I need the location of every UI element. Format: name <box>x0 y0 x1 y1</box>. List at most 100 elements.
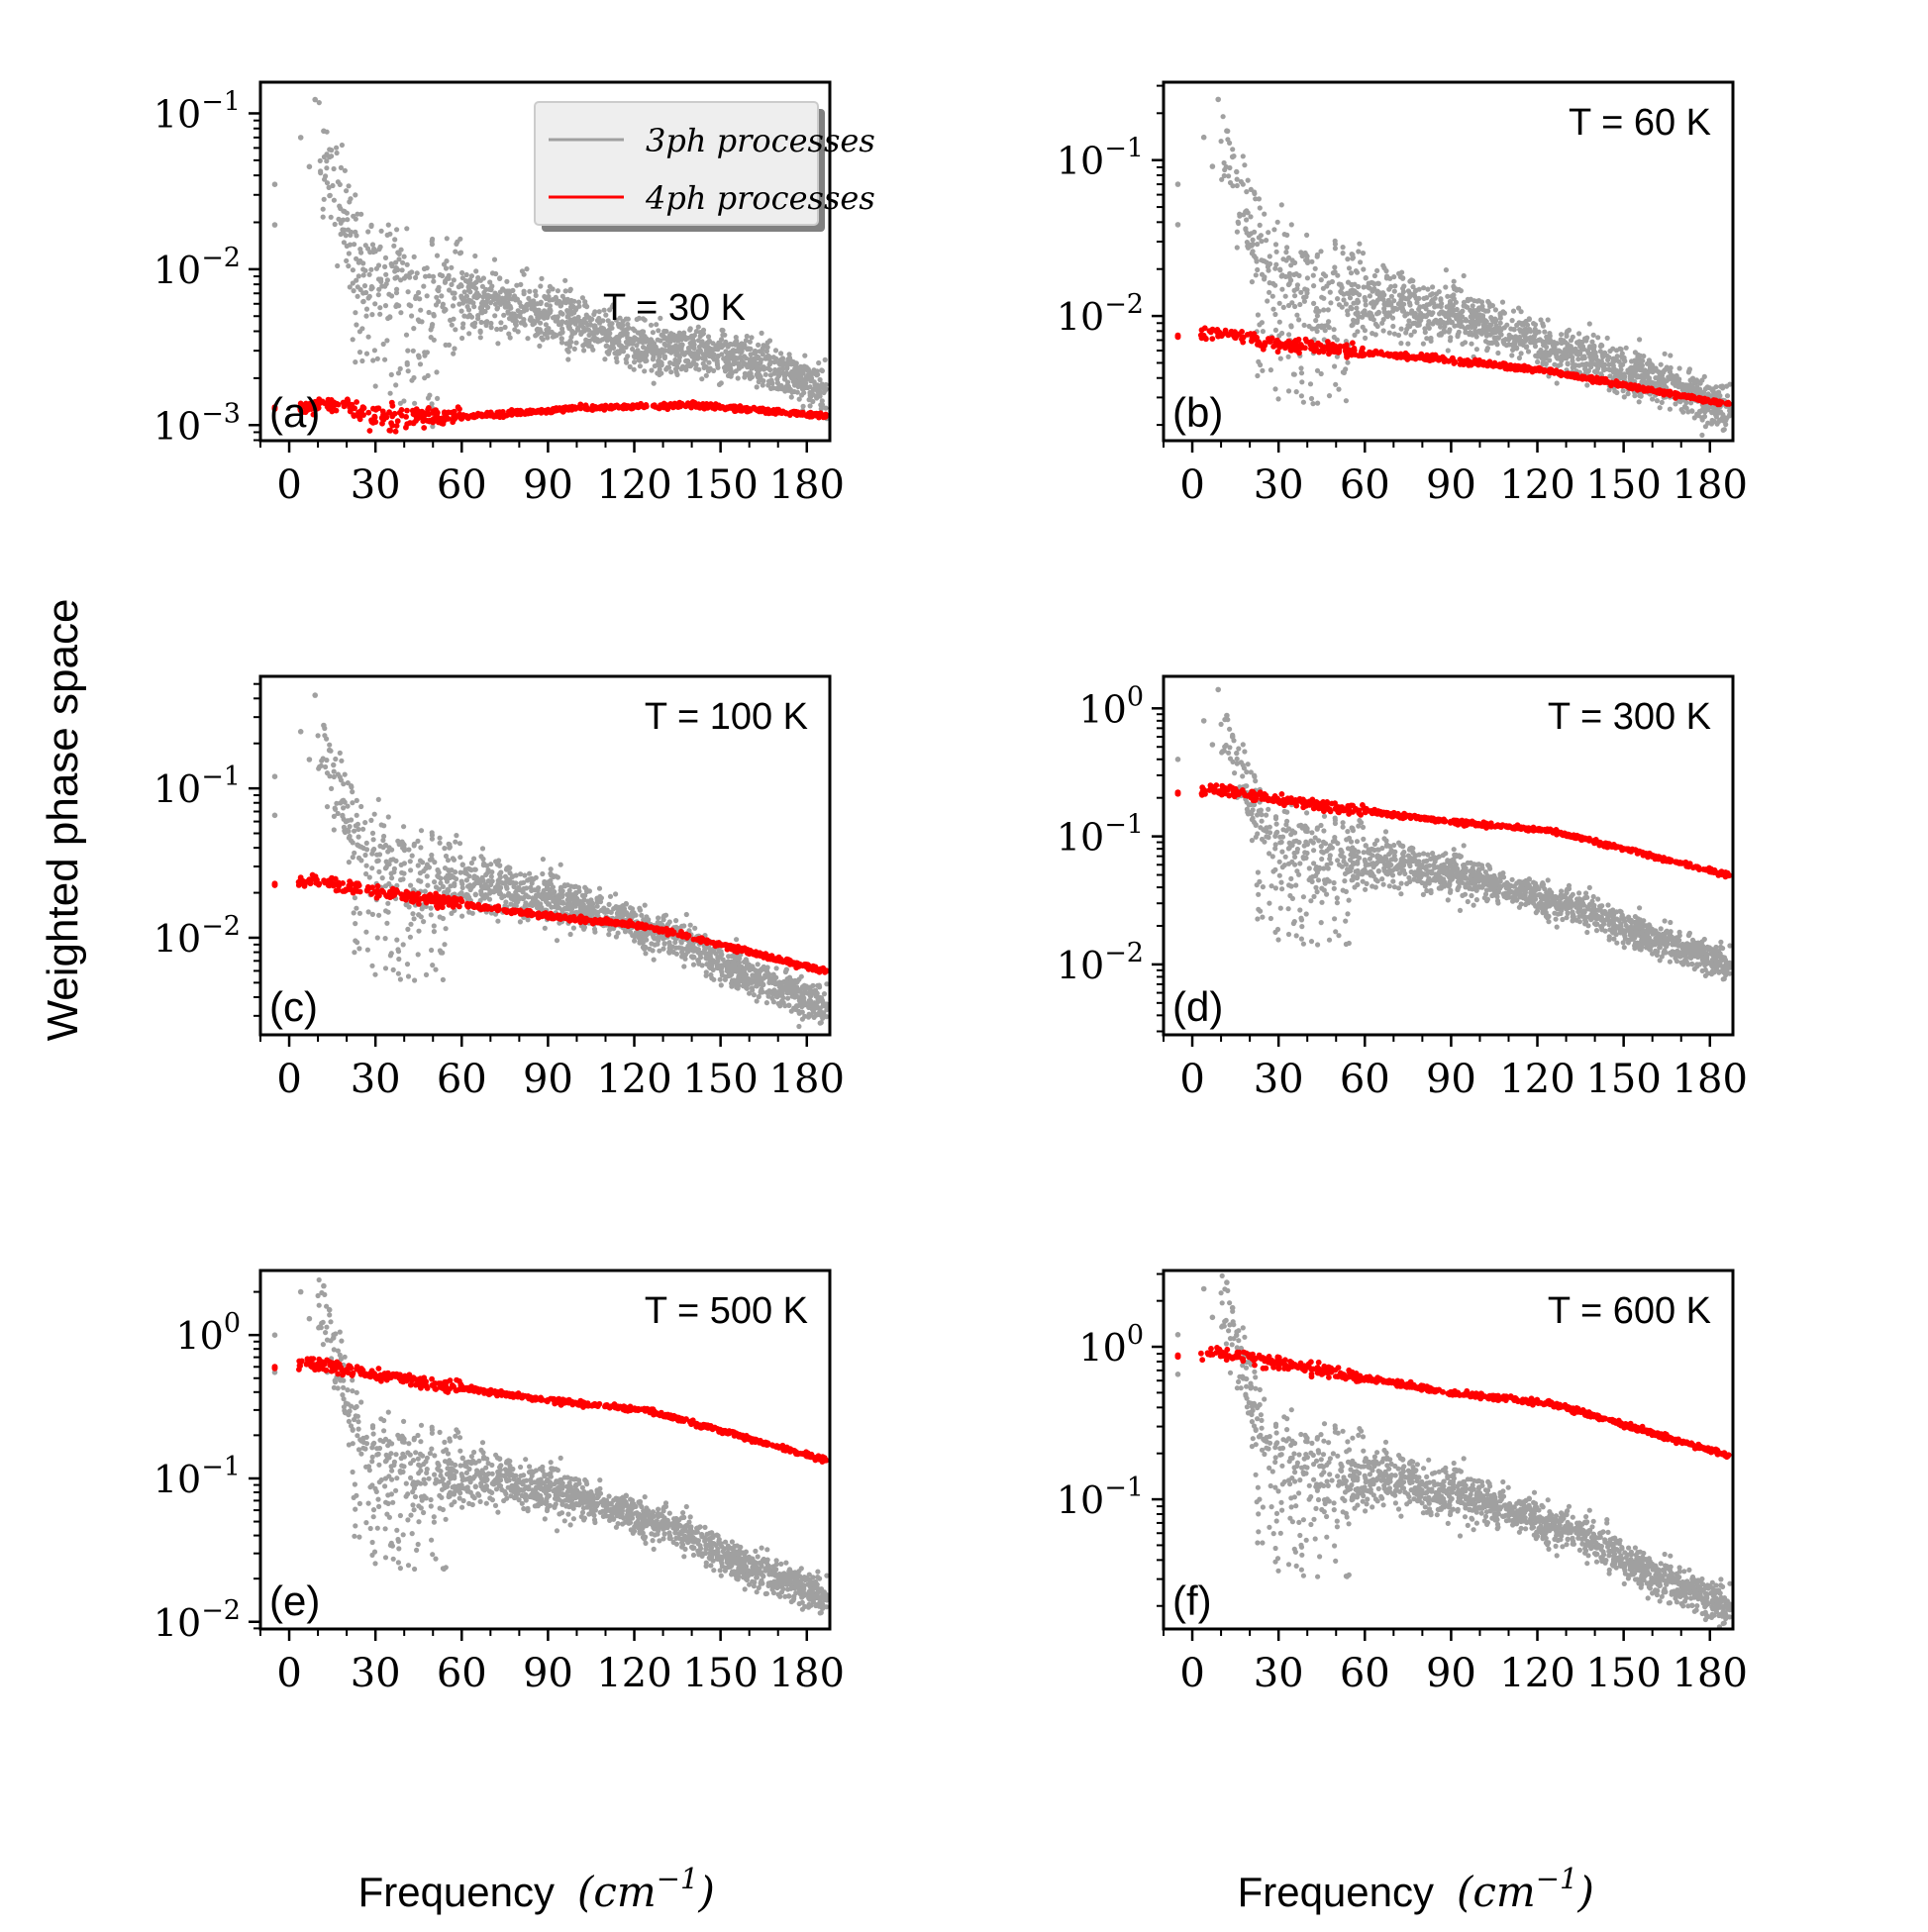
point-3ph <box>497 275 503 281</box>
point-3ph <box>1257 322 1263 328</box>
point-3ph <box>429 239 435 245</box>
point-3ph <box>357 247 363 253</box>
point-3ph <box>1310 401 1316 407</box>
point-3ph <box>776 372 782 378</box>
point-3ph <box>762 356 768 361</box>
point-3ph <box>1678 407 1684 413</box>
point-3ph <box>491 256 498 262</box>
point-3ph <box>327 147 333 153</box>
point-4ph <box>1206 328 1213 334</box>
point-3ph <box>1432 295 1438 301</box>
point-3ph <box>575 299 582 305</box>
point-3ph <box>1407 278 1413 284</box>
point-3ph <box>705 334 712 340</box>
point-3ph <box>603 312 609 318</box>
point-3ph <box>1437 311 1443 317</box>
point-3ph <box>495 293 501 299</box>
point-3ph <box>1430 284 1436 290</box>
point-3ph <box>378 278 384 284</box>
point-4ph <box>765 407 772 414</box>
point-3ph <box>605 318 611 324</box>
point-3ph <box>376 286 382 292</box>
point-3ph <box>1349 306 1355 312</box>
point-3ph <box>400 259 406 265</box>
point-3ph <box>1511 343 1517 349</box>
point-3ph <box>465 279 471 285</box>
point-3ph <box>1519 338 1525 345</box>
point-3ph <box>1332 264 1338 270</box>
point-4ph <box>1641 387 1648 394</box>
point-4ph <box>1547 369 1554 375</box>
point-3ph <box>1311 283 1317 289</box>
point-3ph <box>1690 387 1696 393</box>
point-3ph <box>1325 307 1331 313</box>
point-3ph <box>461 289 467 295</box>
point-3ph <box>1267 289 1272 295</box>
point-3ph <box>528 300 534 306</box>
point-4ph <box>525 408 531 415</box>
point-3ph <box>1354 290 1360 296</box>
x-axis-label-unit-exp: −1 <box>1536 1862 1578 1895</box>
point-3ph <box>435 395 441 401</box>
point-3ph <box>1294 282 1300 288</box>
point-3ph <box>758 373 763 380</box>
point-3ph <box>431 929 437 935</box>
point-4ph <box>271 405 278 412</box>
point-3ph <box>351 213 356 219</box>
point-3ph <box>1583 368 1589 374</box>
point-4ph <box>704 404 711 411</box>
point-3ph <box>666 333 672 339</box>
point-3ph <box>1428 335 1434 342</box>
point-3ph <box>395 370 402 376</box>
point-3ph <box>324 129 330 135</box>
point-3ph <box>591 311 597 317</box>
point-3ph <box>802 385 808 391</box>
point-3ph <box>1395 332 1402 339</box>
point-3ph <box>591 335 598 341</box>
point-3ph <box>1311 300 1317 306</box>
point-3ph <box>327 193 333 199</box>
point-3ph <box>443 342 449 348</box>
point-3ph <box>676 357 682 363</box>
point-3ph <box>399 267 405 273</box>
point-3ph <box>328 214 334 220</box>
point-3ph <box>1381 306 1387 312</box>
point-3ph <box>452 290 457 296</box>
point-3ph <box>1669 372 1674 378</box>
point-3ph <box>622 929 629 935</box>
point-3ph <box>745 364 751 370</box>
point-3ph <box>487 300 494 306</box>
point-4ph <box>667 401 674 407</box>
x-axis-label-text: Frequency <box>358 1869 555 1915</box>
point-3ph <box>1727 411 1733 417</box>
point-3ph <box>376 868 382 875</box>
point-3ph <box>808 377 814 383</box>
point-3ph <box>747 357 754 363</box>
point-4ph <box>1232 335 1239 342</box>
point-3ph <box>754 384 760 390</box>
point-3ph <box>1395 301 1401 307</box>
point-3ph <box>409 853 415 859</box>
point-3ph <box>471 304 477 310</box>
point-3ph <box>547 303 554 309</box>
point-3ph <box>666 346 673 352</box>
point-4ph <box>1417 355 1424 360</box>
x-axis-label-unit-base: cm <box>593 1868 656 1916</box>
point-4ph <box>549 408 556 415</box>
point-3ph <box>1240 153 1246 159</box>
point-3ph <box>335 179 341 185</box>
point-3ph <box>449 322 455 328</box>
point-3ph <box>1525 349 1532 355</box>
point-3ph <box>1362 308 1368 314</box>
point-3ph <box>429 852 435 859</box>
point-3ph <box>1223 163 1229 170</box>
point-3ph <box>559 319 565 325</box>
point-4ph <box>474 410 481 417</box>
point-3ph <box>1340 251 1346 256</box>
point-3ph <box>488 873 494 879</box>
point-4ph <box>371 413 378 420</box>
point-3ph <box>1570 334 1575 340</box>
point-3ph <box>1408 310 1414 316</box>
point-4ph <box>379 420 385 427</box>
point-3ph <box>1319 294 1325 300</box>
